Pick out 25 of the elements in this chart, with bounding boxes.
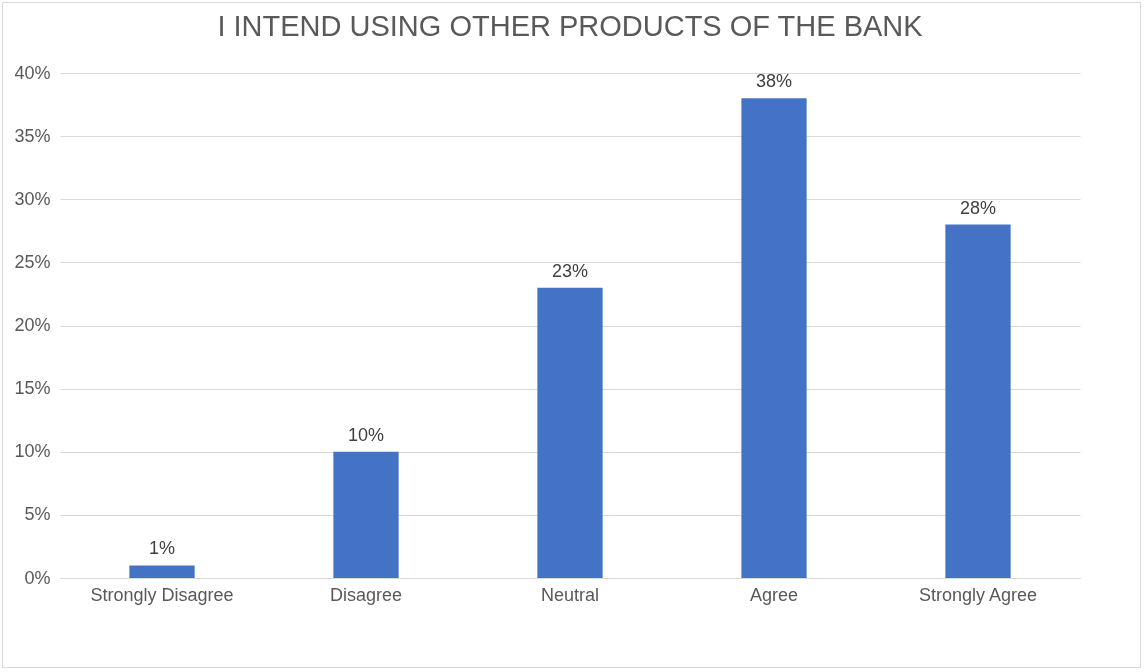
bar [741, 98, 807, 578]
bar [129, 565, 195, 578]
y-tick-label: 10% [14, 441, 51, 462]
y-tick-label: 30% [14, 188, 51, 209]
x-tick-label: Neutral [540, 584, 600, 605]
data-label: 10% [347, 424, 385, 445]
x-tick-label: Strongly Disagree [90, 584, 234, 605]
chart-title: I INTEND USING OTHER PRODUCTS OF THE BANK [217, 10, 924, 42]
y-tick-label: 0% [24, 567, 51, 588]
y-tick-label: 25% [14, 251, 51, 272]
data-label: 1% [148, 538, 176, 559]
y-tick-label: 20% [14, 315, 51, 335]
y-tick-label: 15% [14, 378, 51, 399]
data-label: 38% [755, 71, 793, 92]
bar [945, 224, 1011, 578]
y-tick-label: 35% [14, 125, 51, 146]
data-label: 28% [959, 197, 997, 218]
bar [537, 287, 603, 578]
y-tick-label: 40% [14, 62, 51, 83]
bar [333, 451, 399, 578]
x-tick-label: Strongly Agree [918, 584, 1038, 605]
x-tick-label: Agree [749, 584, 799, 605]
y-tick-label: 5% [24, 504, 51, 525]
x-tick-label: Disagree [329, 584, 403, 605]
data-label: 23% [551, 260, 589, 281]
